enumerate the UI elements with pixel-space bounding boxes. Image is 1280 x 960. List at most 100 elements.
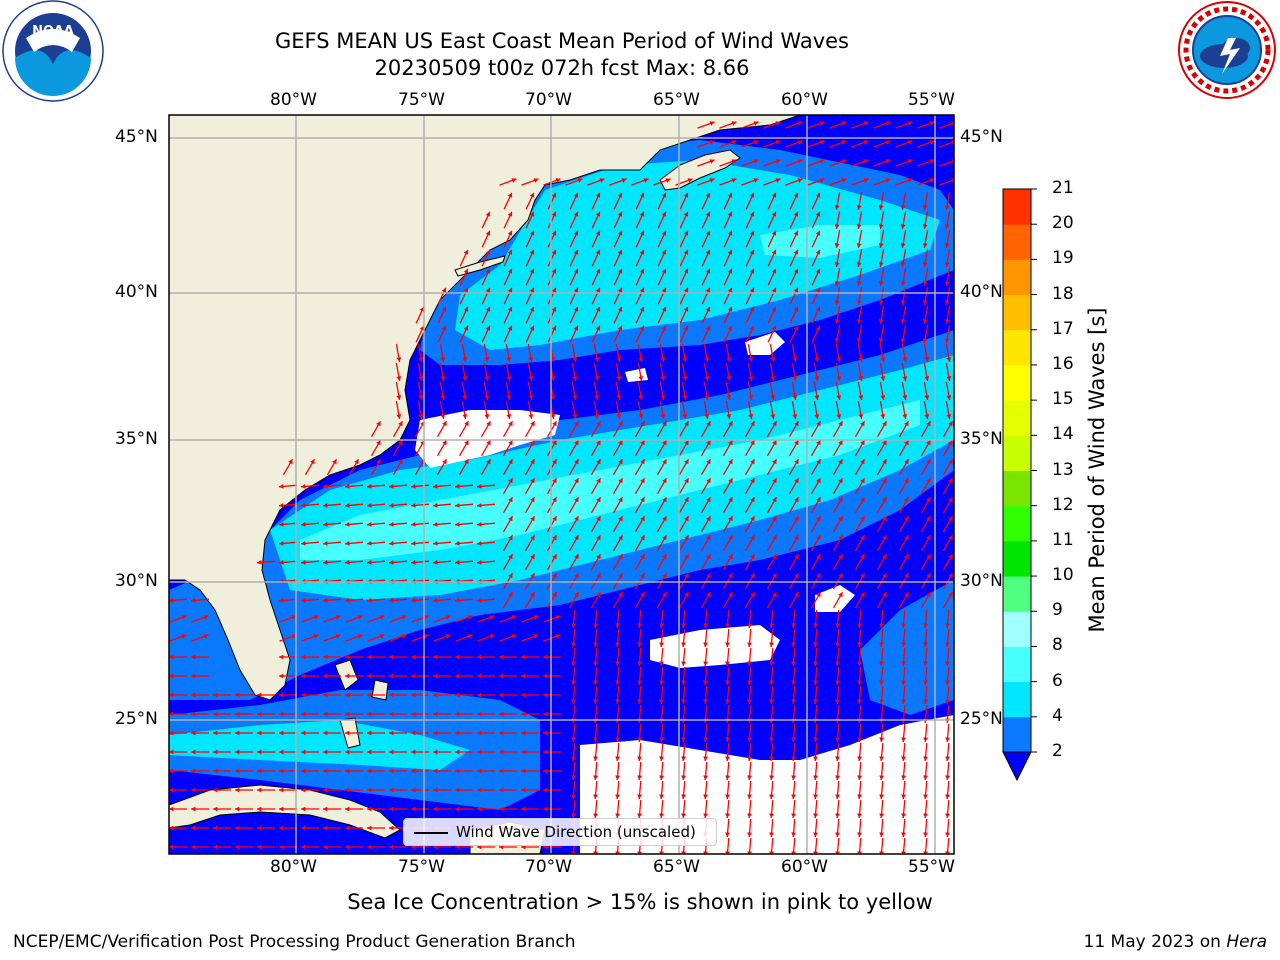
wave-arrow-head bbox=[595, 325, 601, 331]
wave-arrow-head bbox=[440, 395, 446, 400]
wave-arrow-head bbox=[508, 535, 513, 541]
wave-arrow-head bbox=[662, 535, 667, 541]
colorbar-segment bbox=[1003, 294, 1031, 331]
wave-arrow-head bbox=[573, 230, 579, 236]
wave-arrow-head bbox=[301, 787, 306, 793]
wave-arrow-head bbox=[572, 376, 578, 381]
wave-arrow-head bbox=[485, 325, 491, 331]
wave-arrow-head bbox=[880, 414, 886, 419]
wave-arrow-head bbox=[904, 535, 909, 541]
wave-arrow-head bbox=[530, 535, 535, 541]
wave-arrow-head bbox=[499, 673, 504, 679]
wave-arrow-head bbox=[499, 692, 504, 698]
wave-arrow-head bbox=[704, 395, 710, 400]
wave-arrow-head bbox=[593, 680, 598, 685]
lat-label-left-35n: 35°N bbox=[115, 429, 158, 449]
wave-arrow-head bbox=[367, 560, 372, 565]
wave-arrow-head bbox=[279, 522, 284, 527]
wave-arrow-head bbox=[323, 484, 328, 489]
wave-arrow-head bbox=[882, 554, 887, 560]
wave-arrow-head bbox=[367, 541, 372, 546]
wave-arrow-head bbox=[367, 673, 372, 679]
wave-arrow-head bbox=[639, 325, 645, 331]
wave-arrow-head bbox=[900, 319, 906, 324]
wave-arrow-head bbox=[878, 319, 884, 324]
wave-arrow-head bbox=[834, 224, 840, 229]
wave-arrow-head bbox=[659, 794, 664, 799]
wave-arrow-head bbox=[882, 459, 887, 465]
wave-arrow-head bbox=[419, 325, 425, 331]
wave-arrow-head bbox=[279, 711, 284, 717]
wave-arrow-head bbox=[794, 421, 799, 427]
wave-arrow-head bbox=[433, 598, 438, 603]
wave-arrow-head bbox=[593, 775, 598, 780]
wave-arrow-head bbox=[169, 768, 174, 774]
lon-label-top-60w: 60°W bbox=[781, 90, 828, 110]
wave-arrow-head bbox=[615, 699, 620, 704]
wave-arrow-head bbox=[401, 615, 407, 620]
wave-arrow-head bbox=[464, 440, 469, 446]
wave-arrow-head bbox=[684, 535, 689, 541]
land-north-america bbox=[169, 115, 801, 701]
wave-arrow-head bbox=[484, 414, 490, 419]
wave-arrow-head bbox=[455, 673, 460, 679]
wave-arrow-head bbox=[815, 211, 821, 217]
wave-arrow-head bbox=[389, 825, 394, 831]
wave-arrow-head bbox=[411, 730, 416, 736]
wave-arrow-head bbox=[661, 268, 667, 274]
wave-arrow-head bbox=[703, 661, 708, 666]
wave-arrow-head bbox=[389, 692, 394, 698]
wave-arrow-head bbox=[508, 459, 513, 465]
wave-arrow-head bbox=[529, 192, 535, 198]
wave-arrow-head bbox=[725, 661, 730, 666]
wave-arrow-head bbox=[907, 140, 913, 145]
wave-arrow-head bbox=[684, 554, 689, 560]
wave-arrow-head bbox=[389, 844, 394, 850]
wave-arrow-head bbox=[683, 268, 689, 274]
footer-date-text: 11 May 2023 on bbox=[1083, 932, 1221, 952]
wave-arrow-head bbox=[376, 440, 381, 446]
wave-arrow-head bbox=[836, 395, 842, 400]
wave-arrow-head bbox=[552, 459, 557, 465]
wave-arrow-head bbox=[816, 573, 821, 579]
wave-arrow-head bbox=[463, 287, 469, 293]
wave-arrow-head bbox=[389, 806, 394, 812]
wave-arrow-head bbox=[235, 825, 240, 831]
wave-arrow-head bbox=[681, 623, 686, 628]
wave-arrow-head bbox=[948, 516, 953, 522]
wave-arrow-head bbox=[660, 376, 666, 381]
wave-arrow-head bbox=[863, 121, 869, 126]
wave-arrow-head bbox=[791, 680, 796, 685]
wave-arrow-head bbox=[659, 623, 664, 628]
wave-arrow-head bbox=[552, 478, 557, 484]
wave-arrow-head bbox=[530, 554, 535, 560]
wave-arrow-head bbox=[323, 692, 328, 698]
wave-arrow-head bbox=[640, 554, 645, 560]
wave-arrow-head bbox=[948, 478, 953, 484]
wave-arrow-head bbox=[574, 478, 579, 484]
wave-arrow-head bbox=[771, 268, 777, 274]
wave-arrow-head bbox=[684, 516, 689, 522]
wave-arrow-head bbox=[433, 522, 438, 527]
wave-arrow-head bbox=[684, 440, 689, 446]
wave-arrow-head bbox=[169, 787, 174, 793]
missing-region-1 bbox=[415, 410, 560, 468]
wave-arrow-head bbox=[926, 592, 931, 598]
wave-arrow-head bbox=[257, 711, 262, 717]
wave-arrow-head bbox=[367, 806, 372, 812]
lon-label-top-65w: 65°W bbox=[653, 90, 700, 110]
wave-arrow-head bbox=[926, 478, 931, 484]
wave-arrow-head bbox=[455, 692, 460, 698]
wave-arrow-head bbox=[703, 794, 708, 799]
wave-arrow-head bbox=[791, 661, 796, 666]
wave-arrow-head bbox=[813, 642, 818, 647]
wave-arrow-head bbox=[257, 692, 262, 698]
wave-arrow-head bbox=[618, 516, 623, 522]
wave-arrow-head bbox=[748, 395, 754, 400]
wave-arrow-head bbox=[834, 205, 840, 210]
wave-arrow-head bbox=[835, 623, 840, 628]
wave-arrow-head bbox=[929, 159, 935, 164]
wave-arrow-head bbox=[948, 459, 953, 465]
wave-arrow-head bbox=[878, 262, 884, 267]
wave-arrow-head bbox=[879, 642, 884, 647]
